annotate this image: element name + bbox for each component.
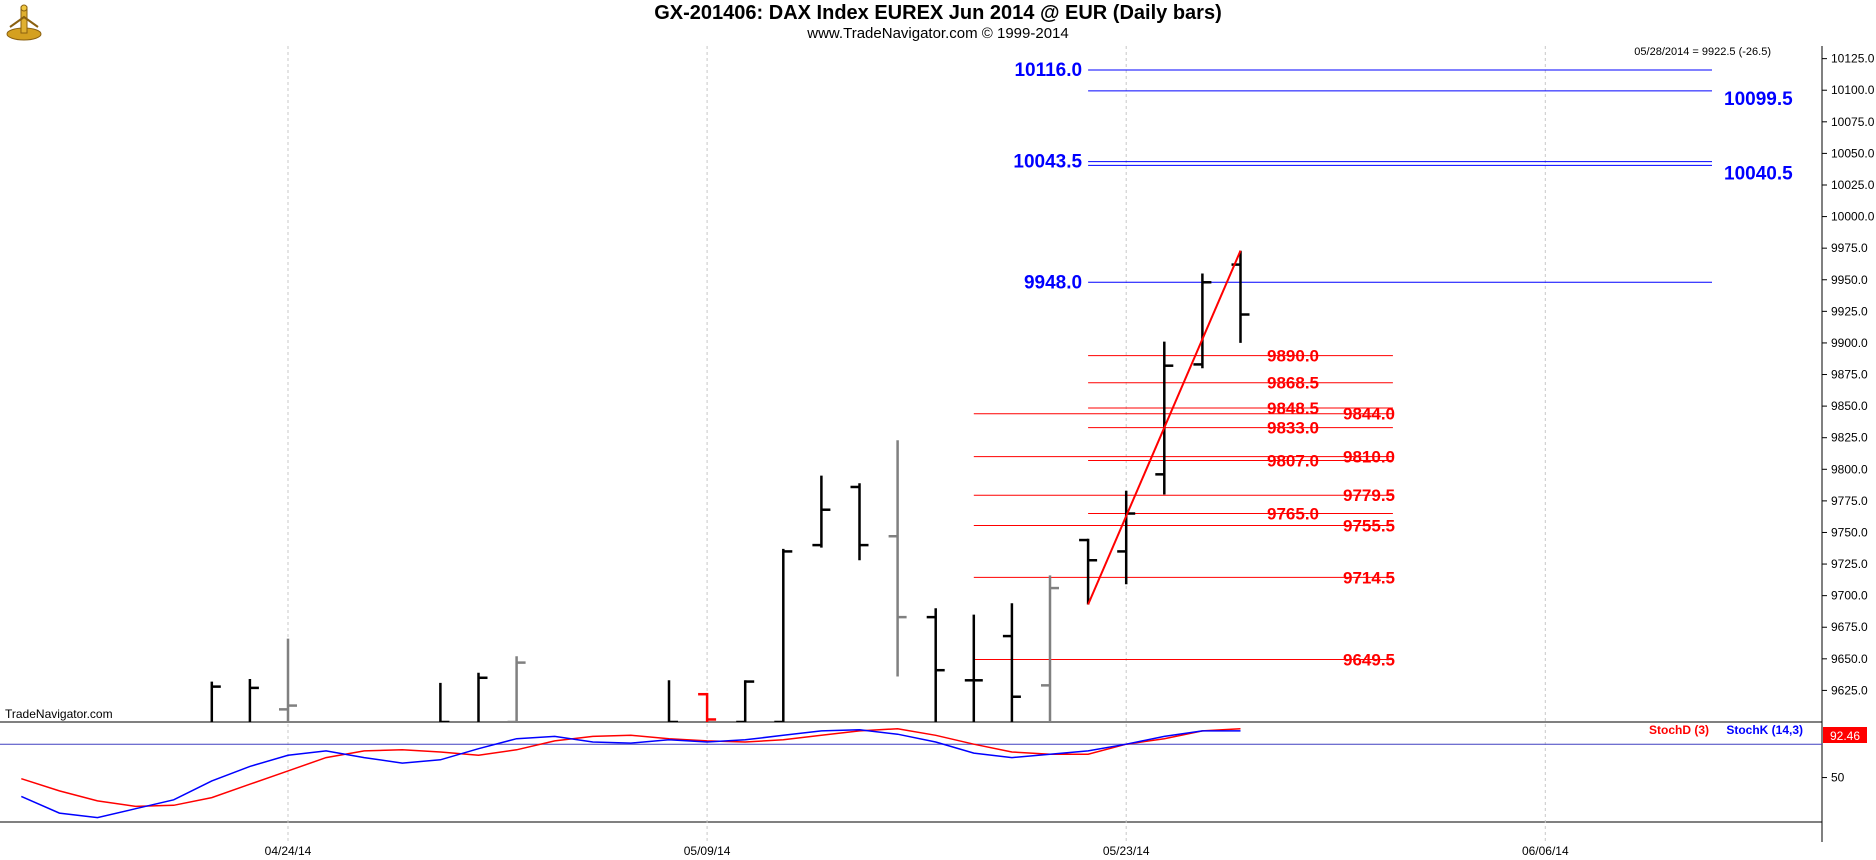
- price-tick-label: 9975.0: [1831, 241, 1868, 255]
- price-tick-label: 9675.0: [1831, 620, 1868, 634]
- stoch-series-line: [21, 727, 1241, 808]
- price-tick-label: 9775.0: [1831, 494, 1868, 508]
- blue-level-label: 10116.0: [1014, 60, 1082, 81]
- red-level-label: 9868.5: [1267, 374, 1319, 393]
- chart-header: GX-201406: DAX Index EUREX Jun 2014 @ EU…: [0, 0, 1876, 46]
- legend-stochk: StochK (14,3): [1726, 723, 1803, 737]
- price-tick-label: 9875.0: [1831, 368, 1868, 382]
- date-tick-label: 06/06/14: [1522, 844, 1569, 858]
- price-tick-label: 9725.0: [1831, 557, 1868, 571]
- chart-title: GX-201406: DAX Index EUREX Jun 2014 @ EU…: [654, 2, 1222, 24]
- price-tick-label: 10125.0: [1831, 52, 1875, 66]
- price-tick-label: 9750.0: [1831, 525, 1868, 539]
- price-tick-label: 9950.0: [1831, 273, 1868, 287]
- level-lines: 10116.0 10099.5 10043.5 10040.5 9948.0 9890.0…: [973, 60, 1793, 669]
- price-tick-label: 9700.0: [1831, 589, 1868, 603]
- red-level-label: 9779.5: [1343, 486, 1395, 505]
- red-level-label: 9649.5: [1343, 650, 1395, 669]
- ohlc-bars: [210, 250, 1250, 722]
- red-level-label: 9765.0: [1267, 505, 1319, 524]
- stoch-tick-label: 50: [1831, 771, 1845, 785]
- trade-navigator-logo-icon: [4, 3, 44, 43]
- red-level-label: 9890.0: [1267, 347, 1319, 366]
- stochastic-panel: 50 StochD (3) StochK (14,3) 92.46: [0, 723, 1867, 819]
- stoch-value-label: 92.46: [1830, 729, 1860, 743]
- price-tick-label: 10050.0: [1831, 146, 1875, 160]
- price-tick-label: 10100.0: [1831, 83, 1875, 97]
- price-tick-label: 10075.0: [1831, 115, 1875, 129]
- price-tick-label: 9900.0: [1831, 336, 1868, 350]
- price-tick-label: 10000.0: [1831, 210, 1875, 224]
- red-level-label: 9714.5: [1343, 568, 1395, 587]
- price-tick-label: 9650.0: [1831, 652, 1868, 666]
- red-level-label: 9755.5: [1343, 517, 1395, 536]
- date-tick-label: 05/23/14: [1103, 844, 1150, 858]
- blue-level-label: 10043.5: [1013, 152, 1082, 173]
- date-tick-label: 05/09/14: [684, 844, 731, 858]
- price-tick-label: 9850.0: [1831, 399, 1868, 413]
- blue-level-label: 10099.5: [1724, 89, 1793, 110]
- stoch-series-line: [20, 729, 1241, 819]
- price-tick-label: 10025.0: [1831, 178, 1875, 192]
- price-tick-label: 9625.0: [1831, 683, 1868, 697]
- watermark-text: TradeNavigator.com: [5, 707, 113, 721]
- trendline-group: [1087, 250, 1242, 605]
- date-tick-label: 04/24/14: [265, 844, 312, 858]
- red-level-label: 9807.0: [1267, 451, 1319, 470]
- red-level-label: 9848.5: [1267, 399, 1319, 418]
- blue-level-label: 10040.5: [1724, 163, 1793, 184]
- stoch-value-badge: [1823, 727, 1867, 743]
- blue-level-label: 9948.0: [1024, 272, 1082, 293]
- price-tick-label: 9825.0: [1831, 431, 1868, 445]
- price-axis: 9625.0 9650.0 9675.0 9700.0 9725.0 9750.0 9775…: [1822, 52, 1875, 697]
- red-level-label: 9833.0: [1267, 419, 1319, 438]
- bar-group: [210, 250, 1250, 722]
- date-axis: 04/24/14 05/09/14 05/23/14 06/06/14: [265, 844, 1569, 858]
- grid-lines: [0, 46, 1823, 842]
- last-price-label: 05/28/2014 = 9922.5 (-26.5): [1634, 46, 1771, 58]
- price-tick-label: 9800.0: [1831, 462, 1868, 476]
- red-level-label: 9844.0: [1343, 405, 1395, 424]
- price-tick-label: 9925.0: [1831, 304, 1868, 318]
- trendline: [1087, 250, 1242, 605]
- chart-subtitle: www.TradeNavigator.com © 1999-2014: [807, 25, 1069, 42]
- red-level-label: 9810.0: [1343, 448, 1395, 467]
- legend-stochd: StochD (3): [1649, 723, 1709, 737]
